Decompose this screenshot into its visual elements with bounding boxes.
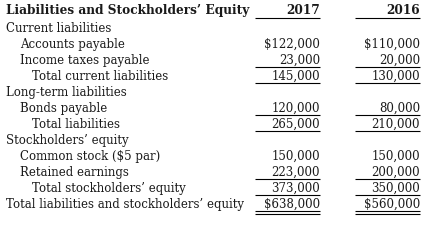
Text: 130,000: 130,000 [371,70,420,83]
Text: Current liabilities: Current liabilities [6,22,111,35]
Text: 2016: 2016 [386,4,420,17]
Text: 373,000: 373,000 [271,182,320,195]
Text: Common stock ($5 par): Common stock ($5 par) [20,150,160,163]
Text: Stockholders’ equity: Stockholders’ equity [6,134,129,147]
Text: 150,000: 150,000 [371,150,420,163]
Text: $638,000: $638,000 [264,198,320,211]
Text: 2017: 2017 [286,4,320,17]
Text: Bonds payable: Bonds payable [20,102,107,115]
Text: Liabilities and Stockholders’ Equity: Liabilities and Stockholders’ Equity [6,4,249,17]
Text: 265,000: 265,000 [271,118,320,131]
Text: $122,000: $122,000 [264,38,320,51]
Text: 120,000: 120,000 [271,102,320,115]
Text: Total current liabilities: Total current liabilities [32,70,168,83]
Text: Income taxes payable: Income taxes payable [20,54,150,67]
Text: 20,000: 20,000 [379,54,420,67]
Text: 23,000: 23,000 [279,54,320,67]
Text: Retained earnings: Retained earnings [20,166,129,179]
Text: Long-term liabilities: Long-term liabilities [6,86,127,99]
Text: 223,000: 223,000 [271,166,320,179]
Text: 350,000: 350,000 [371,182,420,195]
Text: Total liabilities and stockholders’ equity: Total liabilities and stockholders’ equi… [6,198,244,211]
Text: Total stockholders’ equity: Total stockholders’ equity [32,182,186,195]
Text: 210,000: 210,000 [372,118,420,131]
Text: $110,000: $110,000 [364,38,420,51]
Text: 150,000: 150,000 [271,150,320,163]
Text: Total liabilities: Total liabilities [32,118,120,131]
Text: Accounts payable: Accounts payable [20,38,125,51]
Text: $560,000: $560,000 [364,198,420,211]
Text: 200,000: 200,000 [371,166,420,179]
Text: 145,000: 145,000 [271,70,320,83]
Text: 80,000: 80,000 [379,102,420,115]
